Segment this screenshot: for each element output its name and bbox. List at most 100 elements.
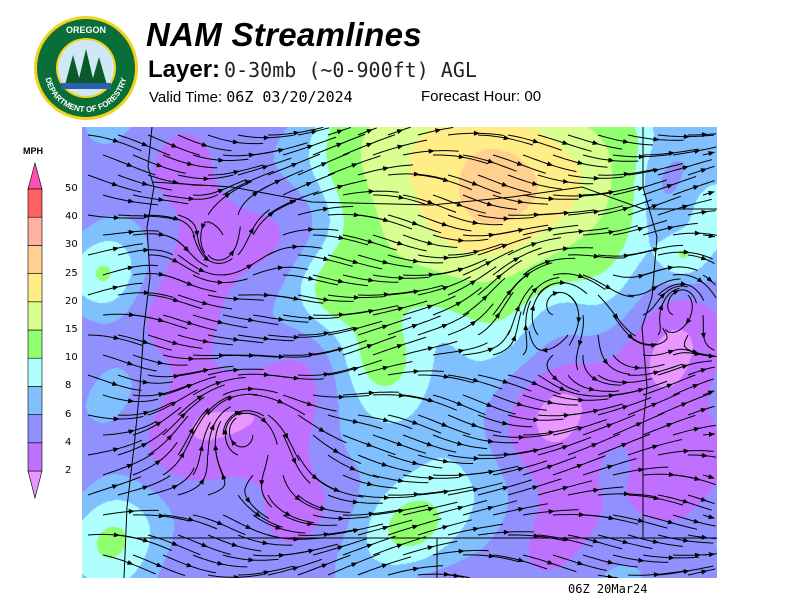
streamline — [597, 134, 654, 146]
streamline-arrow — [267, 211, 275, 218]
streamline — [162, 154, 218, 169]
forecast-hour-label: Forecast Hour: — [421, 88, 521, 105]
legend-label: 50 — [65, 183, 78, 194]
streamline-arrow — [382, 417, 390, 423]
streamline-arrow — [685, 318, 692, 325]
valid-time-label: Valid Time: — [149, 89, 223, 106]
streamline-arrow — [263, 336, 270, 341]
streamline — [507, 237, 561, 256]
streamline-arrow — [233, 169, 240, 175]
streamline-arrow — [248, 227, 254, 234]
streamline-arrow — [201, 223, 206, 230]
streamline — [687, 405, 715, 416]
streamline-arrow — [487, 158, 494, 164]
streamline — [147, 467, 195, 496]
streamline-arrow — [113, 335, 120, 340]
streamline-arrow — [708, 431, 715, 437]
streamline-arrow — [231, 439, 237, 446]
streamline-arrow — [337, 347, 345, 353]
streamline-arrow — [608, 157, 615, 163]
streamline-arrow — [308, 315, 315, 321]
valid-time: Valid Time: 06Z 03/20/2024 — [149, 88, 353, 106]
streamline-arrow — [453, 573, 460, 578]
streamline — [222, 251, 274, 276]
streamline-arrow — [337, 184, 344, 190]
streamline-arrow — [457, 505, 464, 511]
streamline-arrow — [441, 324, 449, 329]
streamline-arrow — [701, 132, 708, 138]
streamline-arrow — [622, 405, 629, 410]
streamline — [597, 574, 618, 578]
streamline-arrow — [166, 434, 173, 441]
streamline-arrow — [113, 215, 120, 221]
streamline-arrow — [306, 144, 314, 150]
legend-swatch — [27, 357, 43, 387]
layer-line: Layer: 0-30mb (~0-900ft) AGL — [148, 56, 477, 84]
streamline-arrow — [368, 277, 375, 283]
streamline-arrow — [383, 495, 390, 501]
streamline-arrow — [517, 199, 525, 205]
streamline-arrow — [188, 196, 195, 202]
streamline-arrow — [248, 557, 255, 563]
streamline — [417, 174, 472, 191]
streamline-arrow — [593, 487, 600, 493]
streamline-arrow — [291, 163, 298, 168]
streamline-arrow — [532, 485, 539, 491]
streamline-arrow — [680, 281, 687, 287]
streamline-arrow — [653, 572, 660, 578]
streamline-arrow — [546, 161, 554, 167]
streamline-arrow — [427, 545, 434, 551]
layer-value: 0-30mb (~0-900ft) AGL — [224, 58, 477, 82]
streamline-arrow — [232, 139, 240, 145]
streamline-arrow — [623, 491, 630, 497]
streamline — [402, 234, 458, 248]
legend-label: 2 — [65, 465, 72, 476]
streamline-arrow — [293, 130, 300, 136]
streamline-arrow — [368, 390, 375, 396]
legend-label: 6 — [65, 408, 72, 420]
streamline-arrow — [559, 385, 566, 391]
streamline-arrow — [398, 392, 405, 398]
streamline-arrow — [158, 271, 165, 277]
streamline-arrow — [700, 332, 706, 339]
streamline-arrow — [413, 368, 420, 374]
streamline-arrow — [578, 193, 585, 199]
streamline-arrow — [158, 392, 165, 397]
streamline — [447, 303, 494, 336]
streamline-arrow — [694, 351, 701, 356]
streamline-arrow — [488, 553, 495, 559]
streamline-arrow — [694, 552, 701, 558]
streamline-arrow — [127, 265, 134, 271]
streamline-arrow — [638, 154, 645, 160]
streamline-arrow — [308, 275, 315, 281]
streamline — [192, 554, 248, 568]
streamline-arrow — [278, 354, 285, 360]
streamline — [687, 366, 715, 376]
legend-swatch — [27, 245, 43, 274]
streamline-arrow — [412, 524, 419, 530]
streamline-arrow — [366, 344, 374, 349]
streamline-arrow — [158, 513, 165, 519]
streamline-arrow — [111, 381, 119, 386]
streamline-arrow — [186, 384, 194, 389]
streamline-arrow — [666, 383, 673, 389]
streamline-arrow — [667, 265, 674, 271]
streamline-arrow — [294, 495, 301, 501]
streamline-arrow — [426, 304, 434, 310]
streamline-arrow — [471, 180, 479, 186]
streamline-arrow — [128, 312, 135, 318]
streamline-arrow — [278, 552, 285, 558]
streamline-arrow — [283, 432, 289, 440]
streamline-arrow — [292, 244, 299, 250]
streamline-arrow — [593, 175, 600, 181]
streamline-arrow — [141, 141, 148, 147]
streamline-arrow — [173, 373, 180, 379]
streamline-arrow — [396, 441, 404, 446]
streamline-arrow — [352, 418, 360, 424]
streamline-arrow — [170, 401, 177, 407]
streamline-arrow — [501, 181, 508, 187]
streamline-arrow — [263, 135, 270, 141]
svg-text:OREGON: OREGON — [66, 25, 106, 35]
streamline — [672, 424, 716, 436]
streamline-arrow — [368, 189, 375, 194]
